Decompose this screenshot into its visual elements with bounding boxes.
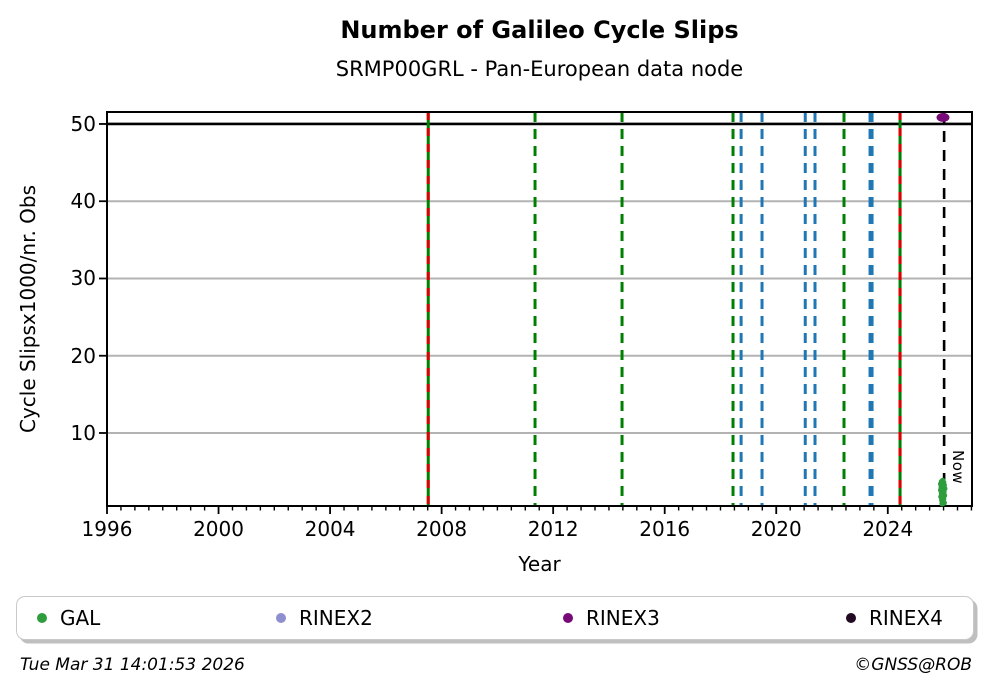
plot-frame xyxy=(106,111,973,507)
legend-label: GAL xyxy=(60,606,101,630)
legend-item-gal: GAL xyxy=(37,597,100,639)
x-tick-label: 2024 xyxy=(862,517,914,541)
gridlines xyxy=(107,200,972,434)
gal-dot-icon xyxy=(37,613,47,623)
rinex3-dot-icon xyxy=(563,613,573,623)
legend: GAL RINEX2 RINEX3 RINEX4 xyxy=(16,596,974,640)
x-tick-label: 1996 xyxy=(81,517,133,541)
rinex2-dot-icon xyxy=(276,613,286,623)
data-point xyxy=(939,500,945,507)
chart-title: Number of Galileo Cycle Slips xyxy=(340,16,739,44)
y-tick-label: 50 xyxy=(70,111,96,136)
x-tick-label: 2004 xyxy=(304,517,356,541)
x-axis-label: Year xyxy=(518,552,561,576)
x-tick-label: 2012 xyxy=(527,517,579,541)
series-gal xyxy=(937,477,948,507)
legend-label: RINEX3 xyxy=(586,606,660,630)
y-tick-label: 20 xyxy=(70,343,96,368)
x-tick-label: 2020 xyxy=(750,517,802,541)
timestamp: Tue Mar 31 14:01:53 2026 xyxy=(20,655,245,675)
legend-item-rinex3: RINEX3 xyxy=(563,597,660,639)
legend-item-rinex2: RINEX2 xyxy=(276,597,373,639)
event-lines xyxy=(426,112,902,506)
y-axis-label: Cycle Slipsx1000/nr. Obs xyxy=(16,184,40,434)
y-tick-label: 10 xyxy=(70,420,96,445)
now-line-label: Now xyxy=(949,450,968,485)
x-ticks xyxy=(106,506,973,514)
x-tick-label: 2016 xyxy=(639,517,691,541)
rinex4-dot-icon xyxy=(846,613,856,623)
data-point xyxy=(936,112,950,122)
legend-label: RINEX2 xyxy=(299,606,373,630)
x-tick-label: 2008 xyxy=(416,517,468,541)
series-rinex3 xyxy=(936,112,950,122)
chart-subtitle: SRMP00GRL - Pan-European data node xyxy=(335,57,744,81)
legend-item-rinex4: RINEX4 xyxy=(846,597,943,639)
legend-label: RINEX4 xyxy=(869,606,943,630)
y-tick-label: 40 xyxy=(70,189,96,214)
y-tick-label: 30 xyxy=(70,266,96,291)
copyright: ©GNSS@ROB xyxy=(854,655,972,675)
x-tick-label: 2000 xyxy=(193,517,244,541)
y-ticks xyxy=(99,123,107,434)
